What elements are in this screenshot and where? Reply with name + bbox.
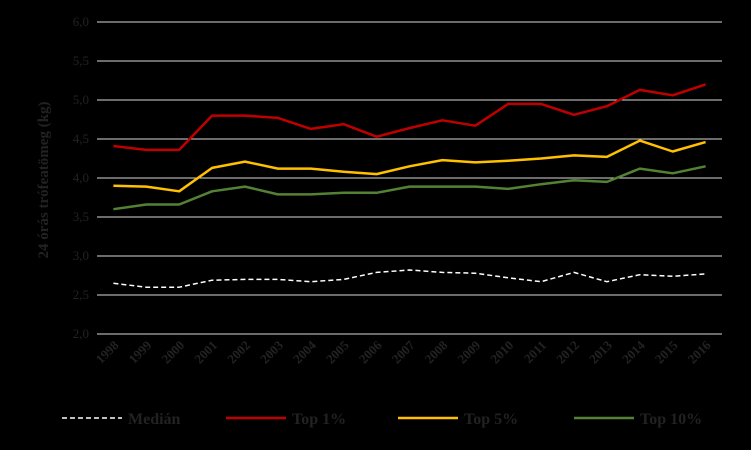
x-tick-label: 2016 [685,337,714,366]
legend-label: Top 10% [640,411,702,428]
y-tick-label: 4,0 [73,170,89,185]
x-tick-label: 2004 [290,337,319,366]
x-tick-label: 2014 [619,337,648,366]
x-axis-ticks: 1998 1999 2000 2001 2002 2003 2004 2005 2006 2007… [93,337,714,366]
x-tick-label: 1999 [125,337,154,366]
series-line [113,165,706,211]
x-tick-label: 2009 [454,337,483,366]
x-tick-label: 2011 [521,338,549,366]
x-tick-label: 2013 [586,337,615,366]
series-line [113,269,706,288]
series-lines [113,83,706,288]
gridlines [97,21,722,335]
legend-label: Top 5% [464,411,518,428]
legend-label: Medián [128,411,181,428]
x-tick-label: 2006 [356,337,385,366]
series-line [113,139,706,193]
y-tick-label: 2,5 [73,287,89,302]
x-tick-label: 2003 [257,337,286,366]
legend: Medián Top 1% Top 5% Top 10% [62,411,702,428]
y-axis-ticks: 2,0 2,5 3,0 3,5 4,0 4,5 5,0 5,5 6,0 [73,14,89,341]
series-line [113,83,706,152]
x-tick-label: 1998 [93,337,122,366]
legend-label: Top 1% [292,411,346,428]
y-tick-label: 5,0 [73,92,89,107]
x-tick-label: 2015 [652,337,681,366]
x-tick-label: 2001 [191,338,220,367]
y-tick-label: 3,0 [73,248,89,263]
x-tick-label: 2012 [553,338,582,367]
y-axis-title: 24 órás trófeatömeg (kg) [36,101,52,258]
y-tick-label: 2,0 [73,326,89,341]
y-tick-label: 5,5 [73,53,89,68]
x-tick-label: 2002 [224,338,253,367]
x-tick-label: 2008 [422,337,451,366]
x-tick-label: 2000 [158,338,187,367]
x-tick-label: 2005 [323,337,352,366]
y-tick-label: 6,0 [73,14,89,29]
x-tick-label: 2010 [487,338,516,367]
y-tick-label: 3,5 [73,209,89,224]
y-tick-label: 4,5 [73,131,89,146]
x-tick-label: 2007 [389,337,418,366]
